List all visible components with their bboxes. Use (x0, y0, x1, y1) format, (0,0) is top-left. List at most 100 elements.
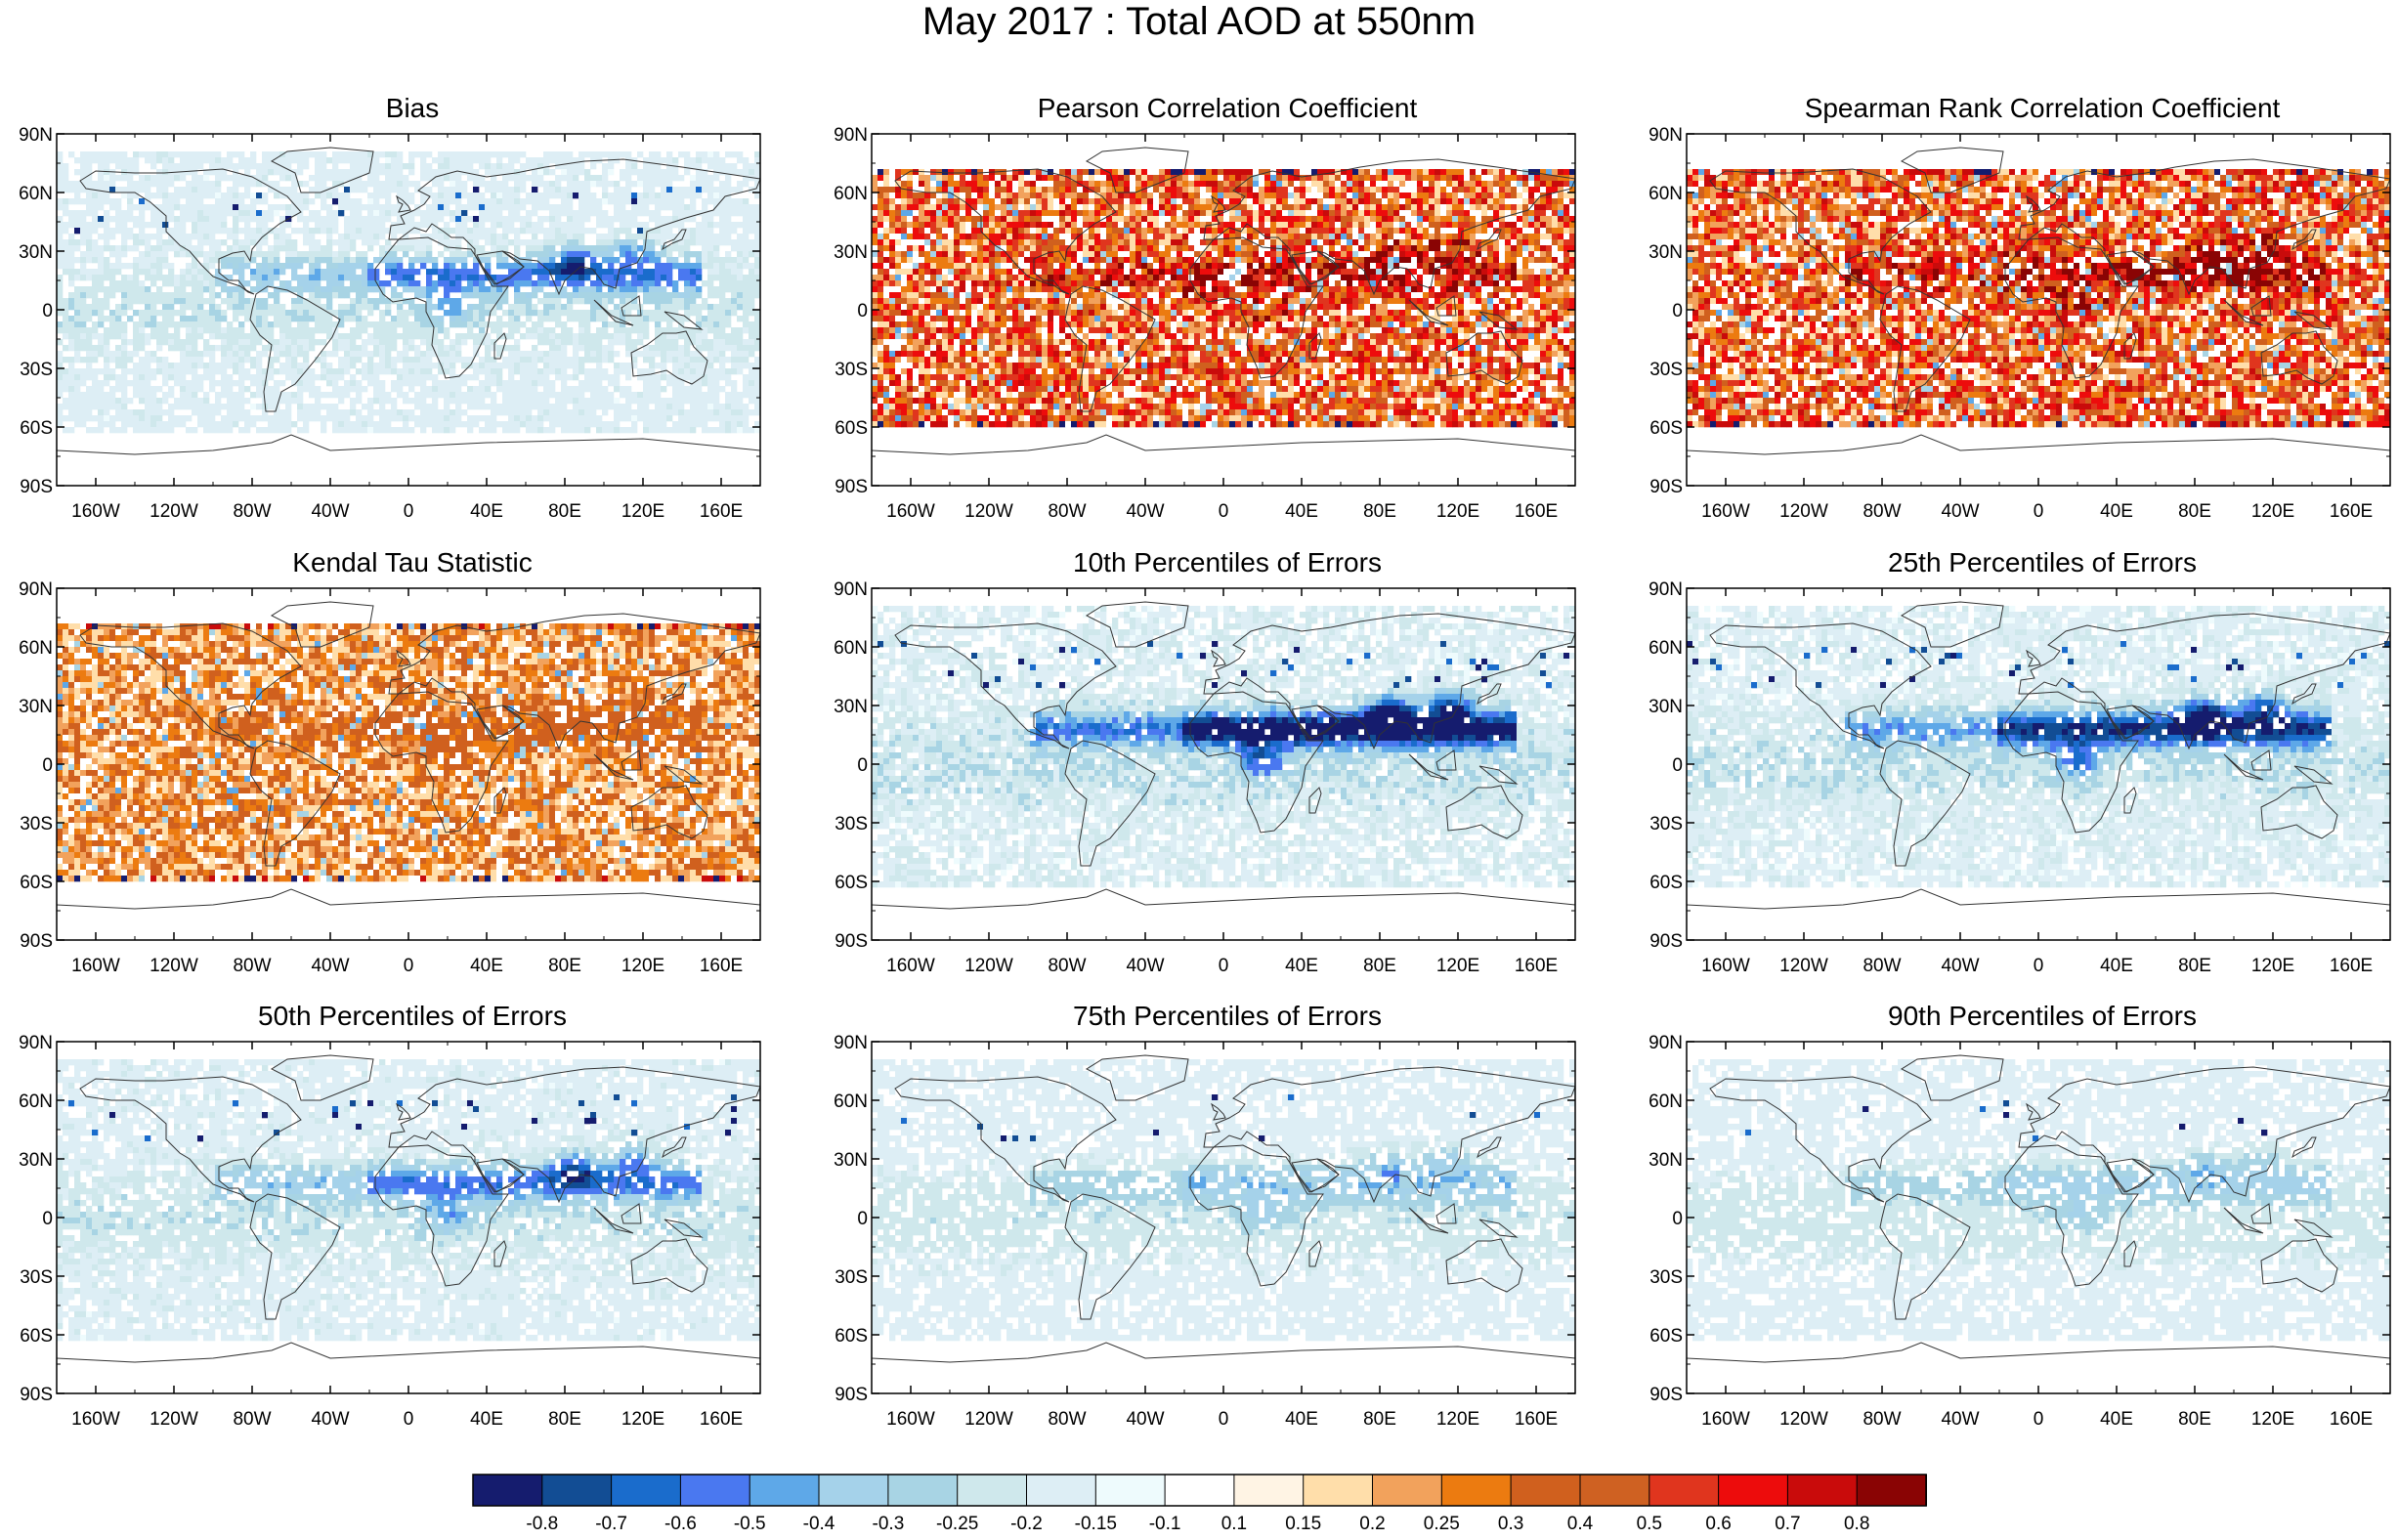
lon-tick-label: 160E (1515, 1409, 1558, 1430)
lat-tick-label: 90S (835, 477, 868, 497)
lon-tick-label: 0 (404, 501, 414, 522)
colorbar-swatch (1027, 1475, 1096, 1506)
lon-tick-label: 160W (886, 501, 935, 522)
lat-tick-label: 30N (1649, 697, 1683, 717)
lon-tick-label: 80W (233, 501, 271, 522)
lon-tick-label: 160W (1701, 1409, 1750, 1430)
lon-tick-label: 80W (1863, 1409, 1901, 1430)
lat-tick-label: 30N (1649, 1150, 1683, 1171)
lat-tick-label: 60N (834, 1091, 868, 1112)
lat-tick-label: 90S (20, 477, 53, 497)
lat-tick-label: 30S (1649, 814, 1683, 834)
lat-tick-label: 90N (19, 580, 53, 600)
data-field (1687, 169, 2390, 427)
lon-tick-label: 0 (2034, 501, 2044, 522)
lat-tick-label: 30S (1649, 360, 1683, 380)
lon-tick-label: 40W (1941, 501, 1979, 522)
panel-title: Pearson Correlation Coefficient (872, 93, 1583, 124)
lon-tick-label: 80E (548, 956, 581, 976)
lon-tick-label: 40W (1126, 1409, 1164, 1430)
data-field (872, 169, 1575, 427)
colorbar-label: 0.8 (1844, 1514, 1869, 1534)
lon-tick-label: 120E (2251, 1409, 2294, 1430)
lat-tick-label: 90N (834, 1034, 868, 1053)
lat-tick-label: 30N (834, 697, 868, 717)
lat-tick-label: 0 (42, 301, 53, 321)
lat-tick-label: 60S (1649, 1326, 1683, 1347)
lon-tick-label: 160W (71, 501, 120, 522)
data-field (57, 623, 760, 881)
lat-tick-label: 30S (1649, 1267, 1683, 1288)
lon-tick-label: 80W (233, 956, 271, 976)
data-field (872, 1059, 1575, 1341)
lat-tick-label: 90N (1649, 126, 1683, 146)
lon-tick-label: 40E (1285, 501, 1318, 522)
panel-title: 25th Percentiles of Errors (1687, 547, 2398, 578)
lon-tick-label: 80W (233, 1409, 271, 1430)
colorbar-swatch (819, 1475, 888, 1506)
lon-tick-label: 40E (2100, 1409, 2133, 1430)
lat-tick-label: 90S (1649, 931, 1683, 952)
colorbar: -0.8-0.7-0.6-0.5-0.4-0.3-0.25-0.2-0.15-0… (0, 1471, 2398, 1535)
colorbar-label: -0.15 (1075, 1514, 1117, 1534)
lat-tick-label: 90S (20, 1385, 53, 1405)
lon-tick-label: 40E (470, 501, 503, 522)
lon-tick-label: 40E (470, 956, 503, 976)
colorbar-label: 0.25 (1424, 1514, 1460, 1534)
lon-tick-label: 120W (1779, 956, 1828, 976)
lat-tick-label: 30N (19, 242, 53, 263)
lon-tick-label: 80W (1863, 956, 1901, 976)
lat-tick-label: 60S (20, 1326, 53, 1347)
lon-tick-label: 80E (2178, 1409, 2211, 1430)
lon-tick-label: 80E (548, 501, 581, 522)
lon-tick-label: 120E (2251, 956, 2294, 976)
lon-tick-label: 80W (1048, 956, 1086, 976)
colorbar-label: 0.6 (1705, 1514, 1731, 1534)
lon-tick-label: 40W (1941, 1409, 1979, 1430)
lon-tick-label: 120W (150, 1409, 198, 1430)
lat-tick-label: 30N (834, 1150, 868, 1171)
lat-tick-label: 60S (835, 1326, 868, 1347)
lon-tick-label: 120W (964, 956, 1013, 976)
colorbar-svg: -0.8-0.7-0.6-0.5-0.4-0.3-0.25-0.2-0.15-0… (0, 1471, 2398, 1535)
lon-tick-label: 120W (964, 501, 1013, 522)
colorbar-swatch (1304, 1475, 1373, 1506)
panel-title: 75th Percentiles of Errors (872, 1001, 1583, 1032)
colorbar-label: 0.15 (1285, 1514, 1321, 1534)
lon-tick-label: 160E (1515, 501, 1558, 522)
lon-tick-label: 160E (700, 956, 743, 976)
colorbar-swatch (1580, 1475, 1649, 1506)
colorbar-label: -0.25 (936, 1514, 978, 1534)
lon-tick-label: 40W (311, 956, 349, 976)
lat-tick-label: 60S (835, 873, 868, 893)
colorbar-label: -0.6 (664, 1514, 697, 1534)
lat-tick-label: 60N (834, 184, 868, 204)
lon-tick-label: 40E (1285, 1409, 1318, 1430)
lat-tick-label: 30S (835, 360, 868, 380)
panel-title: Kendal Tau Statistic (57, 547, 768, 578)
lon-tick-label: 80E (1363, 956, 1396, 976)
colorbar-swatch (542, 1475, 612, 1506)
lon-tick-label: 40W (311, 1409, 349, 1430)
lat-tick-label: 30S (835, 814, 868, 834)
lon-tick-label: 0 (404, 1409, 414, 1430)
lon-tick-label: 80W (1048, 1409, 1086, 1430)
colorbar-swatch (473, 1475, 542, 1506)
lon-tick-label: 120E (1436, 956, 1479, 976)
lon-tick-label: 0 (404, 956, 414, 976)
lon-tick-label: 80E (1363, 501, 1396, 522)
colorbar-label: 0.7 (1775, 1514, 1800, 1534)
colorbar-swatch (1719, 1475, 1788, 1506)
lat-tick-label: 30N (19, 697, 53, 717)
lon-tick-label: 160E (700, 1409, 743, 1430)
lat-tick-label: 30S (20, 814, 53, 834)
